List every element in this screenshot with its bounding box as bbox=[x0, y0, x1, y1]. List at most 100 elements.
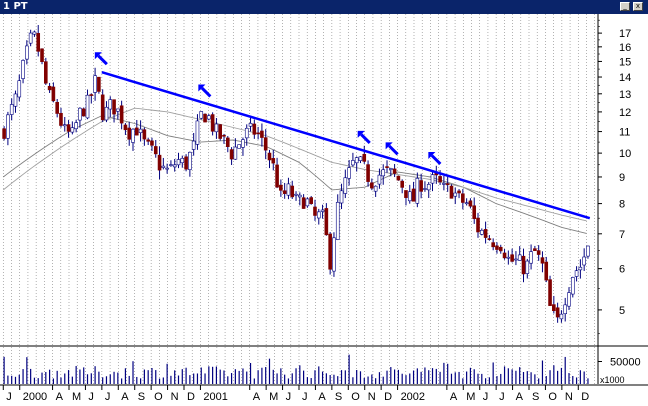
x-tick-label: 2002 bbox=[401, 391, 425, 403]
arrow-head bbox=[357, 130, 365, 138]
candle-body bbox=[536, 250, 541, 255]
arrow-marker bbox=[357, 130, 371, 144]
candle-body bbox=[525, 260, 530, 274]
x-tick-label: N bbox=[171, 391, 179, 403]
moving-averages bbox=[3, 107, 587, 234]
axes: 5 6 7 8 9 10 11 12 13 14 15 16 17 bbox=[0, 14, 648, 386]
x-tick-label: D bbox=[187, 391, 195, 403]
minimize-button[interactable]: _ bbox=[620, 2, 630, 11]
candle-body bbox=[89, 94, 94, 96]
candle-body bbox=[461, 193, 465, 203]
candle-body bbox=[142, 129, 147, 140]
arrow-shaft bbox=[388, 144, 399, 156]
candle-body bbox=[123, 124, 128, 131]
candle-body bbox=[445, 183, 450, 185]
candle-body bbox=[275, 164, 279, 188]
candle-body bbox=[222, 135, 226, 137]
x-tick-label: N bbox=[565, 391, 573, 403]
candle-body bbox=[256, 132, 260, 135]
candle-body bbox=[548, 279, 552, 306]
close-button[interactable]: x bbox=[633, 2, 643, 11]
y-tick-label: 6 bbox=[619, 264, 625, 276]
y-tick-label: 12 bbox=[619, 107, 631, 119]
candle-body bbox=[400, 180, 404, 188]
candle-body bbox=[555, 307, 560, 318]
trendline-layer bbox=[101, 71, 591, 220]
candle-body bbox=[544, 261, 549, 281]
candle-body bbox=[370, 182, 374, 189]
candle-body bbox=[377, 174, 382, 185]
x-tick-label: 2000 bbox=[23, 391, 47, 403]
candle-body bbox=[279, 184, 283, 191]
candle-body bbox=[415, 177, 420, 204]
candle-body bbox=[358, 156, 363, 161]
candle-body bbox=[241, 139, 245, 148]
moving-average-line-1 bbox=[3, 115, 587, 234]
candle-body bbox=[271, 158, 276, 164]
candle-body bbox=[237, 144, 241, 149]
candle-body bbox=[218, 124, 223, 139]
candle-body bbox=[13, 93, 18, 107]
window-title: 1 PT bbox=[3, 1, 28, 12]
candle-body bbox=[354, 157, 359, 164]
x-tick-label: S bbox=[335, 391, 342, 403]
candle-body bbox=[9, 104, 14, 115]
candle-body bbox=[203, 113, 207, 123]
candle-body bbox=[78, 107, 82, 121]
y-tick-label: 17 bbox=[619, 28, 631, 40]
candle-body bbox=[267, 152, 272, 161]
candle-body bbox=[419, 180, 423, 192]
candle-body bbox=[21, 60, 25, 79]
candle-body bbox=[305, 198, 310, 207]
candle-body bbox=[411, 188, 416, 202]
candle-body bbox=[25, 45, 29, 60]
candle-body bbox=[343, 177, 348, 194]
candle-body bbox=[169, 164, 173, 166]
candle-body bbox=[153, 146, 158, 155]
arrow-marker bbox=[428, 151, 442, 166]
x-tick-label: J bbox=[105, 391, 111, 403]
candle-body bbox=[131, 128, 135, 143]
candle-body bbox=[449, 185, 454, 199]
candle-body bbox=[347, 167, 351, 179]
arrow-shaft bbox=[430, 154, 442, 166]
candle-body bbox=[396, 175, 401, 181]
candle-body bbox=[389, 168, 393, 170]
candle-body bbox=[191, 140, 196, 150]
x-tick-label: J bbox=[6, 391, 12, 403]
candle-body bbox=[244, 127, 249, 139]
candle-body bbox=[517, 254, 522, 261]
candle-body bbox=[214, 123, 219, 133]
candle-body bbox=[176, 159, 181, 166]
y-tick-label: 13 bbox=[619, 89, 631, 101]
candle-body bbox=[70, 127, 75, 133]
candle-body bbox=[586, 245, 590, 257]
candle-body bbox=[366, 164, 370, 182]
candle-body bbox=[332, 237, 336, 272]
candle-body bbox=[184, 156, 188, 170]
candle-body bbox=[491, 242, 495, 248]
candle-body bbox=[195, 120, 200, 145]
arrow-shaft bbox=[360, 133, 371, 144]
volume-unit-label: x1000 bbox=[600, 375, 625, 385]
x-tick-label: S bbox=[138, 391, 145, 403]
candle-body bbox=[290, 185, 295, 198]
x-tick-label: A bbox=[516, 391, 524, 403]
candle-body bbox=[570, 277, 575, 295]
candle-body bbox=[55, 101, 59, 114]
candle-body bbox=[157, 154, 162, 171]
candle-body bbox=[248, 123, 253, 127]
candle-body bbox=[116, 108, 120, 112]
y-tick-label: 16 bbox=[619, 42, 631, 54]
candle-body bbox=[260, 130, 264, 138]
volume-panel: 50000 x1000 bbox=[3, 354, 641, 385]
candle-body bbox=[138, 128, 143, 134]
candle-body bbox=[146, 139, 150, 142]
candle-body bbox=[487, 238, 492, 240]
candle-body bbox=[81, 108, 86, 117]
candle-body bbox=[100, 94, 105, 121]
y-tick-label: 9 bbox=[619, 172, 625, 184]
candle-body bbox=[468, 200, 473, 207]
candle-body bbox=[351, 160, 355, 166]
candle-body bbox=[495, 245, 499, 250]
